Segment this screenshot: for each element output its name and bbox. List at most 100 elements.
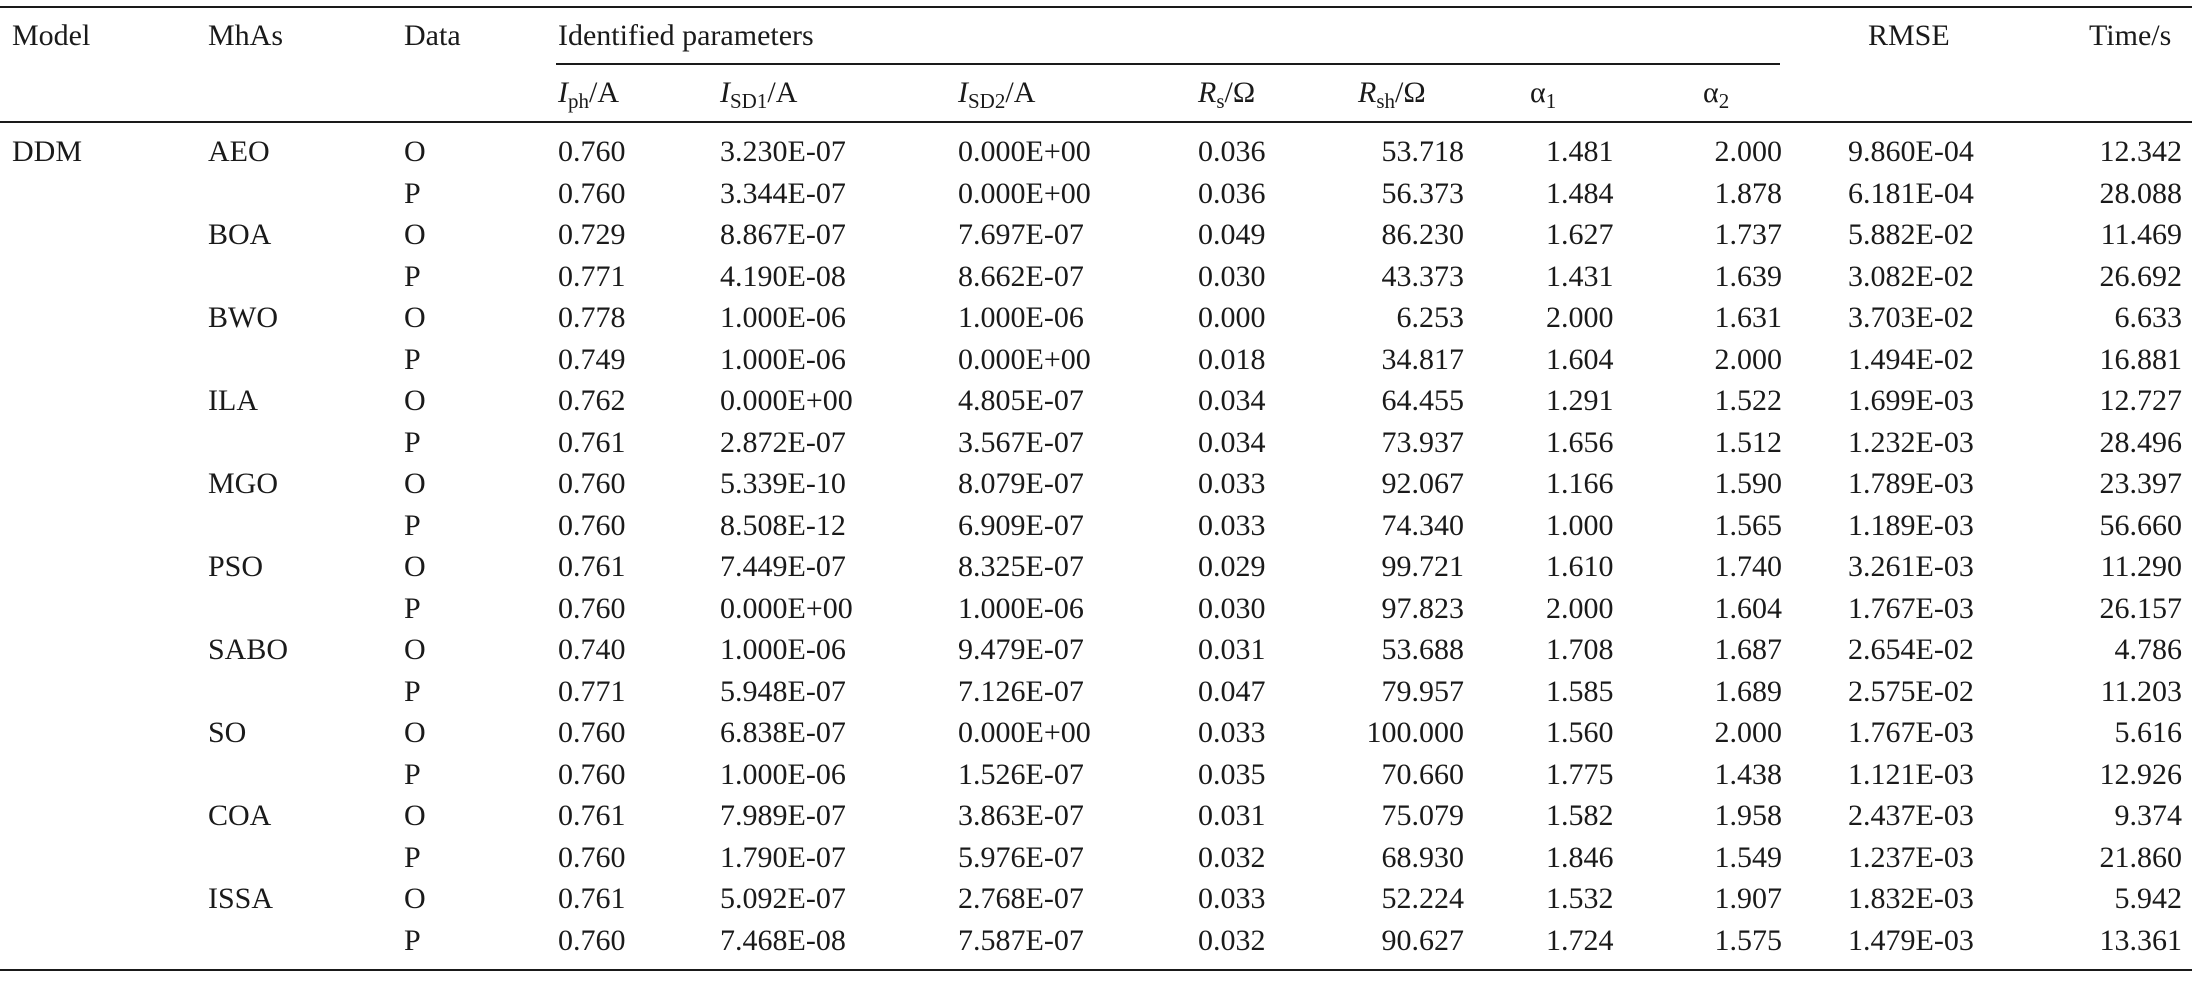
cell-alpha1: 1.166: [1546, 467, 1614, 500]
cell-rmse: 2.575E-02: [1848, 675, 1974, 708]
cell-data: O: [404, 550, 426, 583]
cell-data: P: [404, 924, 421, 957]
cell-time: 28.088: [2099, 177, 2183, 210]
cell-alpha2: 1.689: [1714, 675, 1783, 708]
cell-iph: 0.761: [558, 882, 626, 915]
cell-data: O: [404, 799, 426, 832]
cell-time: 12.727: [2099, 384, 2183, 417]
cell-isd2: 0.000E+00: [958, 343, 1091, 376]
header-identified-parameters: Identified parameters: [558, 19, 814, 52]
cell-alpha2: 1.878: [1714, 177, 1783, 210]
cell-iph: 0.760: [558, 716, 626, 749]
cell-rmse: 6.181E-04: [1848, 177, 1974, 210]
cell-alpha1: 1.604: [1546, 343, 1614, 376]
cell-time: 11.469: [2100, 218, 2182, 251]
cell-isd2: 1.000E-06: [958, 301, 1084, 334]
header-model: Model: [12, 19, 91, 52]
cell-isd1: 7.449E-07: [720, 550, 846, 583]
cell-rs: 0.032: [1198, 841, 1266, 874]
table-bottom-rule: [0, 969, 2192, 971]
cell-rsh: 6.253: [1396, 301, 1465, 334]
cell-time: 12.926: [2099, 758, 2183, 791]
cell-isd2: 1.000E-06: [958, 592, 1084, 625]
cell-rsh: 64.455: [1381, 384, 1465, 417]
cell-alpha1: 1.775: [1546, 758, 1614, 791]
cell-iph: 0.771: [558, 260, 626, 293]
cell-iph: 0.740: [558, 633, 626, 666]
cell-mha: SABO: [208, 633, 289, 666]
cell-mha: ISSA: [208, 882, 274, 915]
cell-alpha2: 1.549: [1714, 841, 1783, 874]
cell-rmse: 1.767E-03: [1848, 716, 1974, 749]
cell-iph: 0.760: [558, 841, 626, 874]
cell-data: P: [404, 675, 421, 708]
cell-rsh: 100.000: [1366, 716, 1465, 749]
cell-alpha1: 1.724: [1546, 924, 1614, 957]
cell-isd1: 5.948E-07: [720, 675, 846, 708]
cell-rsh: 79.957: [1381, 675, 1465, 708]
cell-isd2: 8.079E-07: [958, 467, 1084, 500]
cell-alpha2: 1.631: [1714, 301, 1783, 334]
cell-iph: 0.761: [558, 799, 626, 832]
cell-rs: 0.036: [1198, 177, 1266, 210]
cell-iph: 0.778: [558, 301, 626, 334]
cell-isd1: 0.000E+00: [720, 592, 853, 625]
cell-mha: SO: [208, 716, 247, 749]
cell-isd1: 7.468E-08: [720, 924, 846, 957]
cell-alpha2: 1.604: [1714, 592, 1783, 625]
cell-rs: 0.034: [1198, 426, 1266, 459]
cell-rmse: 1.479E-03: [1848, 924, 1974, 957]
cell-rsh: 43.373: [1381, 260, 1465, 293]
cell-rsh: 68.930: [1381, 841, 1465, 874]
cell-data: P: [404, 260, 421, 293]
cell-rs: 0.034: [1198, 384, 1266, 417]
cell-rmse: 1.767E-03: [1848, 592, 1974, 625]
cell-data: P: [404, 509, 421, 542]
cell-rsh: 75.079: [1381, 799, 1465, 832]
cell-rs: 0.033: [1198, 467, 1266, 500]
cell-rsh: 53.688: [1381, 633, 1465, 666]
cell-iph: 0.749: [558, 343, 626, 376]
cell-isd2: 8.325E-07: [958, 550, 1084, 583]
header-rs: Rs/Ω: [1198, 76, 1256, 113]
cell-isd1: 3.230E-07: [720, 135, 846, 168]
cell-time: 5.942: [2114, 882, 2183, 915]
cell-iph: 0.760: [558, 924, 626, 957]
cell-mha: COA: [208, 799, 272, 832]
cell-alpha1: 1.291: [1546, 384, 1614, 417]
cell-time: 56.660: [2099, 509, 2183, 542]
cell-rmse: 1.237E-03: [1848, 841, 1974, 874]
cell-data: O: [404, 384, 426, 417]
cell-time: 5.616: [2114, 716, 2183, 749]
cell-isd1: 0.000E+00: [720, 384, 853, 417]
cell-mha: ILA: [208, 384, 258, 417]
cell-alpha1: 1.627: [1546, 218, 1614, 251]
cell-rs: 0.029: [1198, 550, 1266, 583]
cell-iph: 0.761: [558, 550, 626, 583]
cell-rsh: 90.627: [1381, 924, 1465, 957]
cell-rs: 0.018: [1198, 343, 1266, 376]
cell-data: P: [404, 758, 421, 791]
cell-rmse: 2.654E-02: [1848, 633, 1974, 666]
cell-rsh: 97.823: [1381, 592, 1465, 625]
cell-alpha2: 1.590: [1714, 467, 1783, 500]
cell-isd1: 1.000E-06: [720, 343, 846, 376]
cell-alpha1: 1.560: [1546, 716, 1614, 749]
cell-rs: 0.047: [1198, 675, 1266, 708]
cell-time: 13.361: [2099, 924, 2183, 957]
header-bottom-rule: [0, 121, 2192, 123]
cell-isd1: 1.790E-07: [720, 841, 846, 874]
cell-isd2: 1.526E-07: [958, 758, 1084, 791]
cell-rsh: 86.230: [1381, 218, 1465, 251]
cell-time: 11.290: [2100, 550, 2182, 583]
cell-rs: 0.031: [1198, 633, 1266, 666]
cell-isd1: 8.508E-12: [720, 509, 846, 542]
cell-rmse: 1.699E-03: [1848, 384, 1974, 417]
cell-time: 26.157: [2099, 592, 2183, 625]
cell-mha: BOA: [208, 218, 272, 251]
cell-rs: 0.033: [1198, 716, 1266, 749]
cell-data: P: [404, 343, 421, 376]
cell-alpha1: 1.610: [1546, 550, 1614, 583]
cell-isd1: 1.000E-06: [720, 758, 846, 791]
cell-alpha1: 1.585: [1546, 675, 1614, 708]
